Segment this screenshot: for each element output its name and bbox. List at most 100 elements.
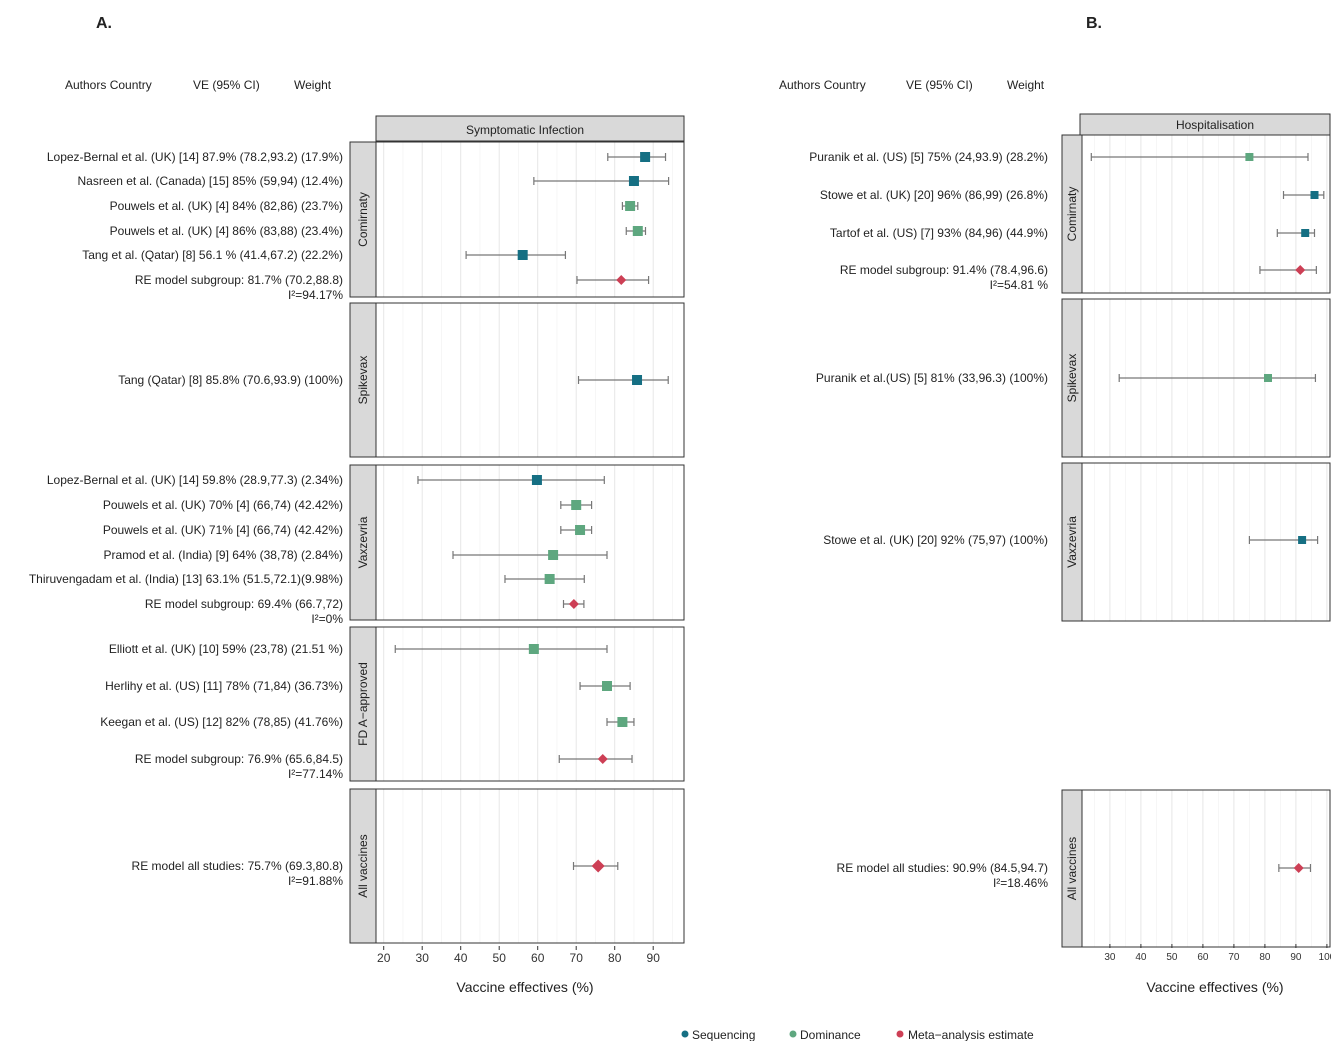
panel-b-group-all-vaccines-row-0-meta-estimate-marker <box>1293 863 1304 873</box>
panel-a-group-spikevax-strip <box>349 302 377 458</box>
panel-b-header-ve: VE (95% CI) <box>906 78 973 92</box>
panel-a-group-vaxzevria-row-5-label: RE model subgroup: 69.4% (66.7,72) <box>145 597 343 611</box>
panel-a-group-fd-a-approved-row-0-dominance-estimate-marker <box>528 644 539 654</box>
panel-b-group-comirnaty-row-3-label: RE model subgroup: 91.4% (78.4,96.6) <box>840 263 1048 277</box>
panel-b-group-comirnaty-row-3-heterogeneity: I²=54.81 % <box>990 278 1049 292</box>
legend-dominance-label: Dominance <box>800 1028 861 1041</box>
panel-a-x-tick-label: 80 <box>608 951 622 965</box>
panel-a-x-axis-title: Vaccine effectives (%) <box>456 979 593 995</box>
panel-a-letter: A. <box>96 15 112 32</box>
panel-a-group-all-vaccines-row-0-label: RE model all studies: 75.7% (69.3,80.8) <box>132 859 343 873</box>
panel-b-group-comirnaty-row-0-dominance-estimate-marker <box>1245 153 1254 161</box>
panel-a-outcome-title: Symptomatic Infection <box>466 123 584 137</box>
panel-a-group-all-vaccines-strip-label: All vaccines <box>356 834 370 897</box>
panel-a-group-comirnaty-row-1-label: Nasreen et al. (Canada) [15] 85% (59,94)… <box>78 174 343 188</box>
panel-b-group-vaxzevria-row-0-label: Stowe et al. (UK) [20] 92% (75,97) (100%… <box>823 533 1048 547</box>
panel-a-group-all-vaccines-row-0-meta-estimate-marker <box>591 859 605 873</box>
panel-a-group-vaxzevria-row-5-heterogeneity: I²=0% <box>311 612 343 626</box>
panel-a-group-comirnaty-row-2-dominance-estimate-marker <box>625 201 636 211</box>
panel-b-group-comirnaty-plot-area <box>1082 135 1330 293</box>
panel-b-group-all-vaccines-strip-label: All vaccines <box>1065 837 1079 900</box>
panel-b-group-all-vaccines-row-0-heterogeneity: I²=18.46% <box>993 876 1048 890</box>
panel-a-header-authors: Authors Country <box>65 78 152 92</box>
panel-b-x-tick-label: 40 <box>1135 952 1147 963</box>
panel-b-group-all-vaccines-row-0-label: RE model all studies: 90.9% (84.5,94.7) <box>837 861 1048 875</box>
panel-b-x-tick-label: 50 <box>1166 952 1178 963</box>
panel-a-x-tick-label: 30 <box>416 951 430 965</box>
panel-a-group-comirnaty-row-3-label: Pouwels et al. (UK) [4] 86% (83,88) (23.… <box>110 224 343 238</box>
panel-b-body: Comirnaty Puranik et al. (US) [5] 75% (24… <box>809 134 1331 963</box>
panel-b-group-comirnaty-row-2-sequencing-estimate-marker <box>1301 229 1310 237</box>
panel-a-group-fd-a-approved: FD A−approved Elliott et al. (UK) [10] 59… <box>100 626 685 782</box>
panel-a-group-vaxzevria-row-4-dominance-estimate-marker <box>544 574 555 584</box>
panel-a-x-tick-label: 70 <box>570 951 584 965</box>
panel-a-group-comirnaty-row-4-label: Tang et al. (Qatar) [8] 56.1 % (41.4,67.… <box>82 248 343 262</box>
panel-a-group-vaxzevria-plot-area <box>376 465 684 620</box>
panel-a-group-comirnaty-row-3-dominance-estimate-marker <box>632 226 643 236</box>
panel-a-x-tick-label: 60 <box>531 951 545 965</box>
panel-a-group-spikevax-strip-label: Spikevax <box>356 356 370 405</box>
panel-a-group-comirnaty-row-1-sequencing-estimate-marker <box>628 176 639 186</box>
panel-a-group-comirnaty: Comirnaty Lopez-Bernal et al. (UK) [14] 8… <box>47 141 685 302</box>
legend-meta-marker <box>896 1030 904 1038</box>
legend-dominance-marker <box>789 1030 797 1038</box>
panel-a-group-spikevax-row-0-label: Tang (Qatar) [8] 85.8% (70.6,93.9) (100%… <box>118 373 343 387</box>
panel-b-group-vaxzevria-plot-area <box>1082 463 1330 621</box>
panel-b-group-all-vaccines: All vaccines RE model all studies: 90.9% … <box>837 789 1331 948</box>
panel-a-group-comirnaty-row-0-label: Lopez-Bernal et al. (UK) [14] 87.9% (78.… <box>47 150 343 164</box>
panel-b-group-comirnaty-row-0-label: Puranik et al. (US) [5] 75% (24,93.9) (2… <box>809 150 1048 164</box>
panel-b-group-spikevax-row-0-dominance-estimate-marker <box>1264 374 1272 382</box>
panel-b-x-tick-label: 60 <box>1197 952 1209 963</box>
panel-b-group-spikevax-strip-label: Spikevax <box>1065 354 1079 403</box>
panel-b-group-comirnaty-strip <box>1061 134 1083 294</box>
panel-b-letter: B. <box>1086 15 1102 32</box>
panel-b-group-comirnaty-strip-label: Comirnaty <box>1065 187 1079 242</box>
panel-a-group-fd-a-approved-row-3-meta-estimate-marker <box>597 754 608 764</box>
panel-a-group-comirnaty-row-0-sequencing-estimate-marker <box>640 152 651 162</box>
panel-a-header-weight: Weight <box>294 78 332 92</box>
panel-a-group-vaxzevria-row-3-label: Pramod et al. (India) [9] 64% (38,78) (2… <box>104 548 343 562</box>
panel-a-group-vaxzevria-row-1-label: Pouwels et al. (UK) 70% [4] (66,74) (42.… <box>103 498 343 512</box>
panel-b-x-tick-label: 90 <box>1290 952 1302 963</box>
panel-a-group-vaxzevria-strip <box>349 464 377 621</box>
panel-a-group-spikevax: Spikevax Tang (Qatar) [8] 85.8% (70.6,93.… <box>118 302 685 458</box>
panel-a-group-comirnaty-strip-label: Comirnaty <box>356 192 370 247</box>
panel-a-group-comirnaty-row-5-heterogeneity: I²=94.17% <box>288 288 343 302</box>
panel-a-group-fd-a-approved-row-0-label: Elliott et al. (UK) [10] 59% (23,78) (21… <box>109 642 343 656</box>
panel-b-group-vaxzevria: Vaxzevria Stowe et al. (UK) [20] 92% (75,… <box>823 462 1331 622</box>
panel-a-group-vaxzevria-strip-label: Vaxzevria <box>356 516 370 568</box>
panel-b-outcome-title: Hospitalisation <box>1176 118 1254 132</box>
panel-a-group-all-vaccines: All vaccines RE model all studies: 75.7% … <box>132 788 685 944</box>
panel-b-group-comirnaty-row-1-label: Stowe et al. (UK) [20] 96% (86,99) (26.8… <box>820 188 1048 202</box>
panel-a-group-vaxzevria-row-3-dominance-estimate-marker <box>548 550 559 560</box>
panel-a-group-fd-a-approved-row-3-heterogeneity: I²=77.14% <box>288 767 343 781</box>
panel-b-group-comirnaty-row-1-sequencing-estimate-marker <box>1310 191 1319 199</box>
panel-b-x-tick-label: 70 <box>1228 952 1240 963</box>
panel-b-group-vaxzevria-strip <box>1061 462 1083 622</box>
panel-a-group-fd-a-approved-row-2-label: Keegan et al. (US) [12] 82% (78,85) (41.… <box>100 715 343 729</box>
panel-b-x-tick-label: 100 <box>1319 952 1331 963</box>
panel-a-group-fd-a-approved-row-2-dominance-estimate-marker <box>617 717 628 727</box>
legend-sequencing-label: Sequencing <box>692 1028 755 1041</box>
panel-a-group-fd-a-approved-row-1-label: Herlihy et al. (US) [11] 78% (71,84) (36… <box>105 679 343 693</box>
panel-b-header-authors: Authors Country <box>779 78 866 92</box>
panel-b-x-tick-label: 30 <box>1104 952 1116 963</box>
panel-a-group-fd-a-approved-strip <box>349 626 377 782</box>
panel-a-group-all-vaccines-strip <box>349 788 377 944</box>
panel-b-group-spikevax-strip <box>1061 298 1083 458</box>
panel-b-group-all-vaccines-strip <box>1061 789 1083 948</box>
panel-a-group-all-vaccines-row-0-heterogeneity: I²=91.88% <box>288 874 343 888</box>
panel-a-group-fd-a-approved-row-1-dominance-estimate-marker <box>602 681 612 691</box>
panel-b-x-axis-title: Vaccine effectives (%) <box>1146 979 1283 995</box>
panel-a-x-tick-label: 20 <box>377 951 391 965</box>
panel-a-x-tick-label: 40 <box>454 951 468 965</box>
panel-a-group-comirnaty-row-5-label: RE model subgroup: 81.7% (70.2,88.8) <box>135 273 343 287</box>
legend: Sequencing Dominance Meta−analysis estim… <box>681 1028 1034 1041</box>
panel-a-group-vaxzevria-row-2-dominance-estimate-marker <box>575 525 586 535</box>
legend-sequencing-marker <box>681 1030 689 1038</box>
panel-a-group-comirnaty-row-5-meta-estimate-marker <box>616 275 627 285</box>
panel-b-header-weight: Weight <box>1007 78 1045 92</box>
panel-a-group-vaxzevria-row-2-label: Pouwels et al. (UK) 71% [4] (66,74) (42.… <box>103 523 343 537</box>
panel-b-group-comirnaty: Comirnaty Puranik et al. (US) [5] 75% (24… <box>809 134 1331 294</box>
